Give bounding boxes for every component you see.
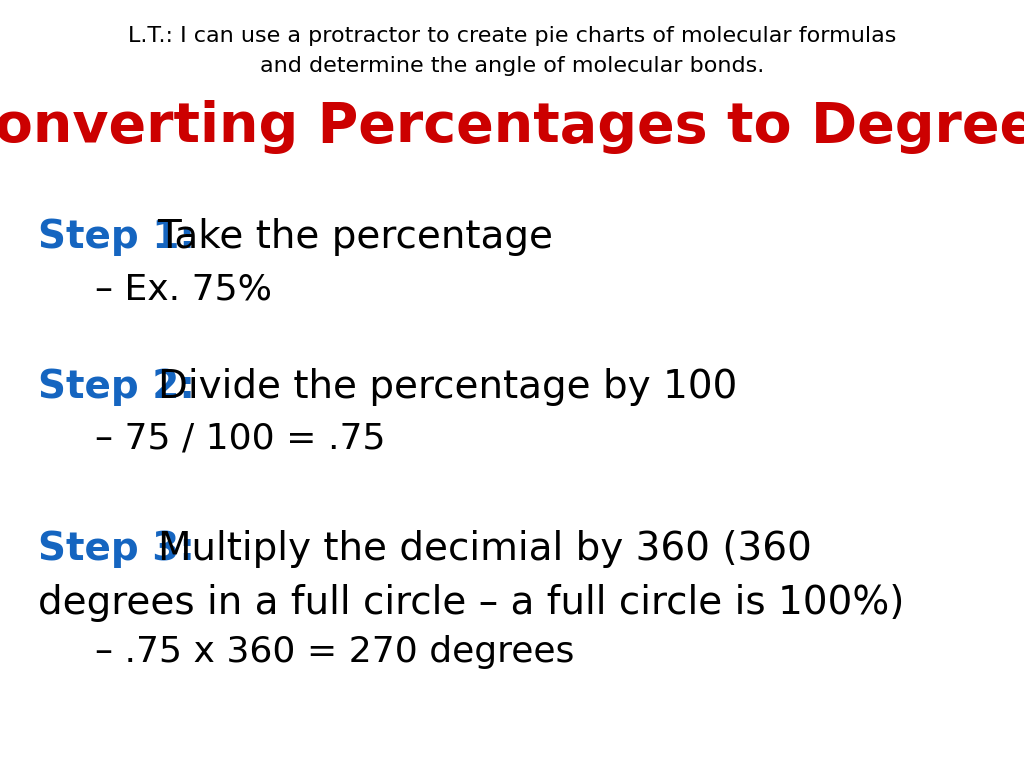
Text: L.T.: I can use a protractor to create pie charts of molecular formulas: L.T.: I can use a protractor to create p… [128, 26, 896, 46]
Text: degrees in a full circle – a full circle is 100%): degrees in a full circle – a full circle… [38, 584, 904, 622]
Text: Step 3:: Step 3: [38, 530, 209, 568]
Text: Divide the percentage by 100: Divide the percentage by 100 [158, 368, 737, 406]
Text: Multiply the decimial by 360 (360: Multiply the decimial by 360 (360 [158, 530, 811, 568]
Text: – Ex. 75%: – Ex. 75% [95, 272, 272, 306]
Text: and determine the angle of molecular bonds.: and determine the angle of molecular bon… [260, 56, 764, 76]
Text: – 75 / 100 = .75: – 75 / 100 = .75 [95, 422, 385, 456]
Text: – .75 x 360 = 270 degrees: – .75 x 360 = 270 degrees [95, 635, 574, 669]
Text: Step 1:: Step 1: [38, 218, 209, 256]
Text: Take the percentage: Take the percentage [158, 218, 554, 256]
Text: Converting Percentages to Degrees: Converting Percentages to Degrees [0, 100, 1024, 154]
Text: Step 2:: Step 2: [38, 368, 209, 406]
